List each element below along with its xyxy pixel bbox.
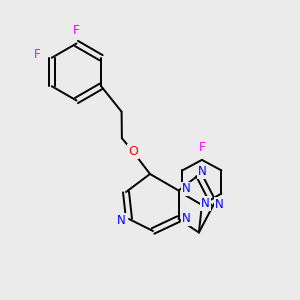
- Text: N: N: [117, 214, 126, 227]
- Text: N: N: [201, 197, 210, 210]
- Text: N: N: [182, 182, 190, 196]
- Text: N: N: [198, 165, 207, 178]
- Text: F: F: [199, 141, 205, 154]
- Text: F: F: [34, 48, 41, 61]
- Text: N: N: [215, 197, 224, 211]
- Text: N: N: [182, 212, 190, 226]
- Text: O: O: [128, 145, 138, 158]
- Text: F: F: [73, 24, 80, 37]
